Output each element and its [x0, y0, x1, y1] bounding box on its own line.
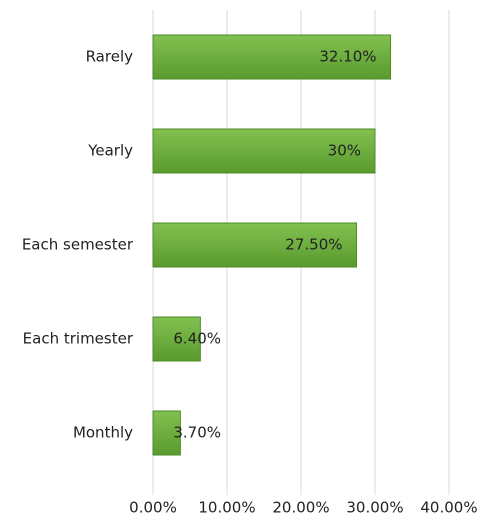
- data-label: 27.50%: [285, 236, 342, 254]
- bar: [152, 128, 376, 174]
- x-tick-label: 20.00%: [272, 499, 329, 517]
- bar: [152, 316, 201, 362]
- x-tick-label: 0.00%: [129, 499, 177, 517]
- y-tick-label: Each trimester: [23, 330, 134, 348]
- x-tick-label: 10.00%: [198, 499, 255, 517]
- bar: [152, 222, 357, 268]
- data-label: 3.70%: [173, 424, 221, 442]
- data-label: 32.10%: [319, 48, 376, 66]
- bar: [152, 410, 181, 456]
- y-tick-label: Monthly: [73, 424, 133, 442]
- data-label: 30%: [328, 142, 361, 160]
- x-tick-label: 30.00%: [346, 499, 403, 517]
- data-label: 6.40%: [173, 330, 221, 348]
- x-tick-label: 40.00%: [420, 499, 477, 517]
- y-tick-label: Each semester: [22, 236, 134, 254]
- bar: [152, 34, 392, 80]
- y-tick-label: Yearly: [87, 142, 133, 160]
- y-tick-label: Rarely: [86, 48, 134, 66]
